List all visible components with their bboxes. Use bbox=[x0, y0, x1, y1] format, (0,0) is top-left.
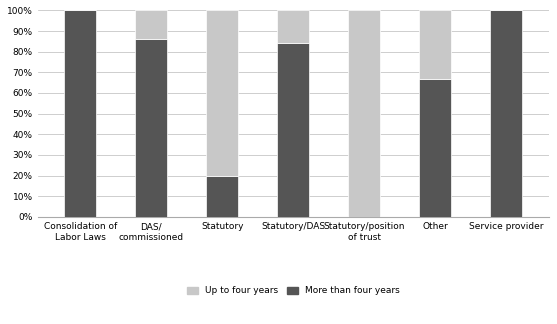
Bar bbox=[64, 10, 96, 217]
Bar bbox=[277, 43, 309, 217]
Bar bbox=[135, 39, 167, 217]
Bar bbox=[490, 10, 522, 217]
Bar bbox=[135, 10, 167, 39]
Bar bbox=[348, 10, 380, 217]
Bar bbox=[277, 10, 309, 43]
Bar bbox=[419, 78, 451, 217]
Bar bbox=[206, 10, 238, 176]
Bar bbox=[206, 176, 238, 217]
Legend: Up to four years, More than four years: Up to four years, More than four years bbox=[183, 283, 403, 299]
Bar bbox=[419, 10, 451, 78]
